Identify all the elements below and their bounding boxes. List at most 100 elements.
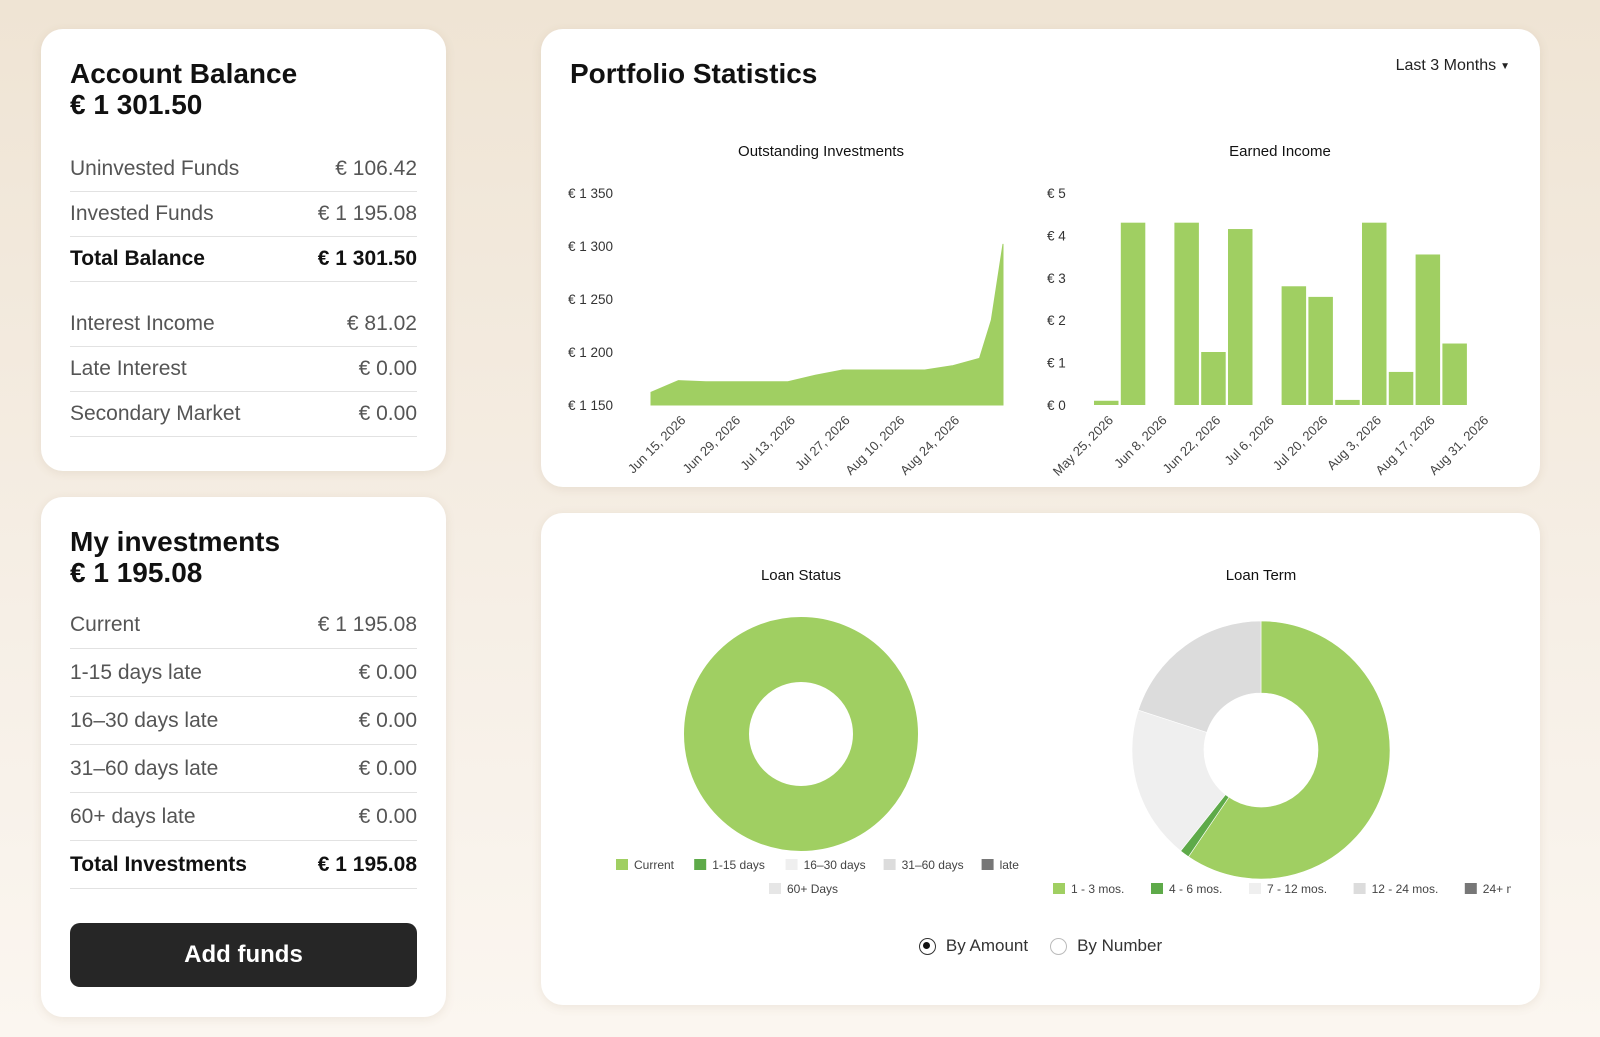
balance-rows: Uninvested Funds € 106.42 Invested Funds €… bbox=[70, 147, 417, 282]
radio-by-number[interactable]: By Number bbox=[1050, 936, 1162, 956]
period-dropdown-label: Last 3 Months bbox=[1395, 57, 1497, 74]
x-tick-label: Jul 20, 2026 bbox=[1270, 413, 1331, 474]
chart-title: Earned Income bbox=[1229, 143, 1331, 160]
earned-income-bar bbox=[1174, 222, 1199, 405]
investment-rows: Current € 1 195.08 1-15 days late € 0.00 1… bbox=[70, 601, 417, 889]
radio-by-amount-label: By Amount bbox=[945, 936, 1029, 955]
income-row-late-interest: Late Interest € 0.00 bbox=[70, 347, 417, 392]
x-tick-label: Jun 15, 2026 bbox=[625, 413, 689, 477]
balance-row-uninvested: Uninvested Funds € 106.42 bbox=[70, 147, 417, 192]
chart-mode-radio-group: By Amount By Number bbox=[541, 936, 1540, 956]
legend-label: 60+ Days bbox=[787, 882, 838, 896]
x-tick-label: Jul 6, 2026 bbox=[1221, 413, 1277, 469]
legend-swatch bbox=[616, 859, 628, 870]
earned-income-bar bbox=[1362, 222, 1387, 405]
y-tick-label: € 1 bbox=[1047, 356, 1066, 371]
legend-label: 4 - 6 mos. bbox=[1169, 882, 1222, 896]
chart-title: Outstanding Investments bbox=[738, 143, 904, 160]
loan-term-chart: Loan Term 1 - 3 mos. 4 - 6 mos. 7 - 12 mos.… bbox=[1053, 567, 1511, 896]
loan-term-slice bbox=[1137, 620, 1262, 733]
investment-row-total: Total Investments € 1 195.08 bbox=[70, 841, 417, 889]
legend-label: 7 - 12 mos. bbox=[1267, 882, 1327, 896]
x-tick-label: Jun 8, 2026 bbox=[1111, 413, 1170, 472]
income-row-interest: Interest Income € 81.02 bbox=[70, 302, 417, 347]
chart-title: Loan Status bbox=[761, 567, 841, 584]
legend-swatch bbox=[1053, 883, 1065, 894]
investment-row-60-plus-late: 60+ days late € 0.00 bbox=[70, 793, 417, 841]
balance-row-invested: Invested Funds € 1 195.08 bbox=[70, 192, 417, 237]
earned-income-bar bbox=[1228, 229, 1253, 405]
loan-status-chart: Loan Status Current 1-15 days 16–30 days 31–… bbox=[616, 567, 1020, 896]
legend-swatch bbox=[1249, 883, 1261, 894]
legend-label: Current bbox=[634, 858, 675, 872]
chart-title: Loan Term bbox=[1226, 567, 1297, 584]
portfolio-statistics-card: Portfolio Statistics Last 3 Months ▼ Out… bbox=[541, 29, 1540, 487]
legend-label: 1-15 days bbox=[712, 858, 765, 872]
period-dropdown[interactable]: Last 3 Months ▼ bbox=[1396, 57, 1510, 75]
investments-total: € 1 195.08 bbox=[70, 557, 203, 588]
y-tick-label: € 1 200 bbox=[568, 345, 613, 360]
loan-status-slice bbox=[684, 617, 918, 851]
loan-term-slice bbox=[1188, 620, 1391, 880]
earned-income-bar bbox=[1094, 400, 1119, 405]
x-tick-label: Jul 13, 2026 bbox=[737, 413, 798, 474]
earned-income-bar bbox=[1442, 343, 1467, 405]
income-rows: Interest Income € 81.02 Late Interest € 0.… bbox=[70, 302, 417, 437]
legend-label: late bbox=[1000, 858, 1020, 872]
account-balance-card: Account Balance € 1 301.50 Uninvested Fu… bbox=[41, 29, 446, 471]
account-balance-total: € 1 301.50 bbox=[70, 89, 203, 120]
x-tick-label: Jun 22, 2026 bbox=[1160, 413, 1224, 477]
legend-swatch bbox=[981, 859, 994, 870]
investments-title: My investments bbox=[70, 526, 281, 557]
investment-row-1-15-late: 1-15 days late € 0.00 bbox=[70, 649, 417, 697]
outstanding-investments-chart: Outstanding Investments € 1 150 € 1 200 € 1… bbox=[568, 143, 1004, 478]
y-tick-label: € 5 bbox=[1047, 186, 1066, 201]
legend-label: 1 - 3 mos. bbox=[1071, 882, 1124, 896]
earned-income-bar bbox=[1201, 352, 1226, 405]
x-tick-label: Aug 24, 2026 bbox=[897, 413, 962, 478]
legend-label: 16–30 days bbox=[804, 858, 866, 872]
radio-unselected-icon[interactable] bbox=[1050, 937, 1068, 955]
x-tick-label: May 25, 2026 bbox=[1050, 413, 1116, 479]
legend-swatch bbox=[785, 859, 798, 870]
earned-income-bar bbox=[1281, 286, 1307, 405]
earned-income-chart: Earned Income € 0 € 1 € 2 € 3 € 4 € 5 May 25, 2… bbox=[1047, 143, 1491, 479]
add-funds-button[interactable]: Add funds bbox=[70, 923, 417, 987]
legend-swatch bbox=[1464, 883, 1477, 894]
y-tick-label: € 1 250 bbox=[568, 292, 613, 307]
legend-swatch bbox=[1151, 883, 1163, 894]
y-tick-label: € 0 bbox=[1047, 398, 1066, 413]
outstanding-area bbox=[650, 243, 1004, 406]
legend-swatch bbox=[883, 859, 896, 870]
radio-by-amount[interactable]: By Amount bbox=[918, 936, 1029, 956]
legend-swatch bbox=[1353, 883, 1366, 894]
portfolio-title: Portfolio Statistics bbox=[570, 58, 818, 89]
y-tick-label: € 4 bbox=[1047, 228, 1066, 243]
legend-label: 31–60 days bbox=[902, 858, 964, 872]
investment-row-16-30-late: 16–30 days late € 0.00 bbox=[70, 697, 417, 745]
balance-row-total: Total Balance € 1 301.50 bbox=[70, 237, 417, 282]
legend-swatch bbox=[769, 883, 781, 894]
legend-label: 24+ mos. bbox=[1483, 882, 1511, 896]
y-tick-label: € 2 bbox=[1047, 313, 1066, 328]
legend-swatch bbox=[694, 859, 707, 870]
radio-selected-icon[interactable] bbox=[918, 937, 936, 955]
y-tick-label: € 3 bbox=[1047, 271, 1066, 286]
account-balance-title: Account Balance bbox=[70, 58, 298, 89]
loan-distribution-card: Loan Status Current 1-15 days 16–30 days 31–… bbox=[541, 513, 1540, 1005]
investment-row-31-60-late: 31–60 days late € 0.00 bbox=[70, 745, 417, 793]
x-tick-label: Jul 27, 2026 bbox=[792, 413, 853, 474]
investment-row-current: Current € 1 195.08 bbox=[70, 601, 417, 649]
caret-down-icon: ▼ bbox=[1500, 60, 1510, 72]
y-tick-label: € 1 150 bbox=[568, 398, 613, 413]
earned-income-bar bbox=[1308, 296, 1333, 405]
radio-by-number-label: By Number bbox=[1077, 936, 1163, 955]
my-investments-card: My investments € 1 195.08 Current € 1 195… bbox=[41, 497, 446, 1017]
earned-income-bar bbox=[1335, 399, 1360, 405]
earned-income-bar bbox=[1415, 254, 1441, 405]
loan-term-slice bbox=[1131, 709, 1226, 852]
y-tick-label: € 1 350 bbox=[568, 186, 613, 201]
income-row-secondary-market: Secondary Market € 0.00 bbox=[70, 392, 417, 437]
earned-income-bar bbox=[1120, 222, 1146, 405]
x-tick-label: Jun 29, 2026 bbox=[679, 413, 743, 477]
